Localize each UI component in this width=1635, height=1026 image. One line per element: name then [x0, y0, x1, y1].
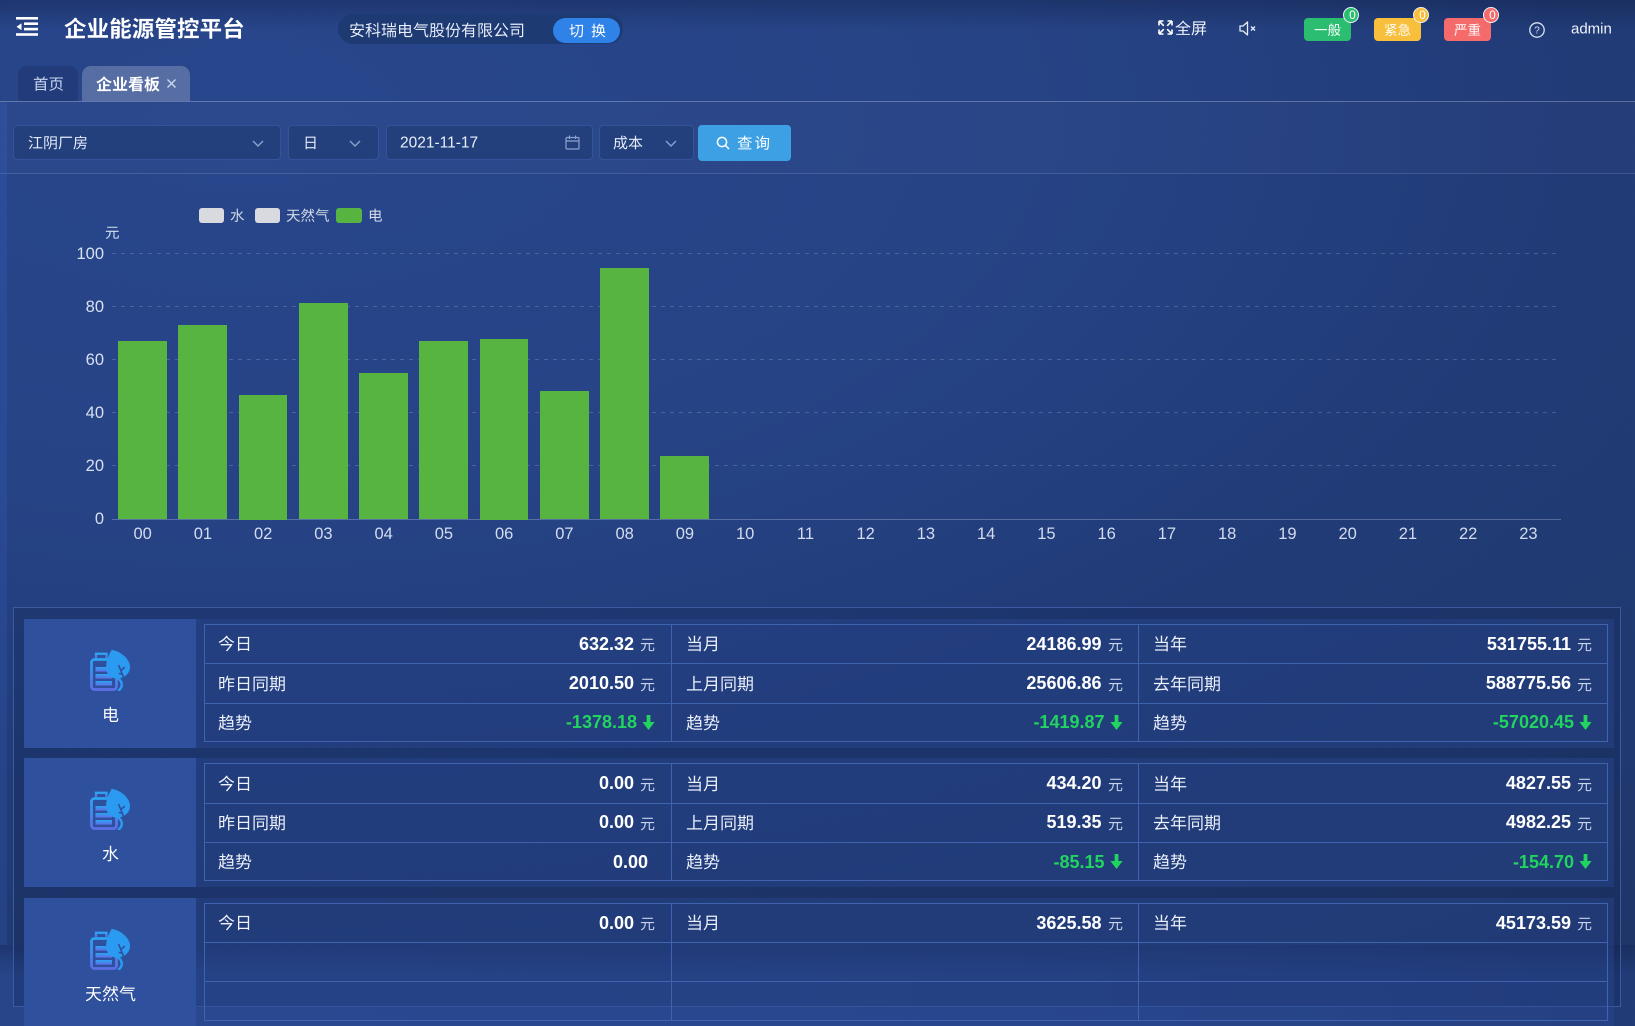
svg-text:?: ?	[1534, 26, 1540, 37]
